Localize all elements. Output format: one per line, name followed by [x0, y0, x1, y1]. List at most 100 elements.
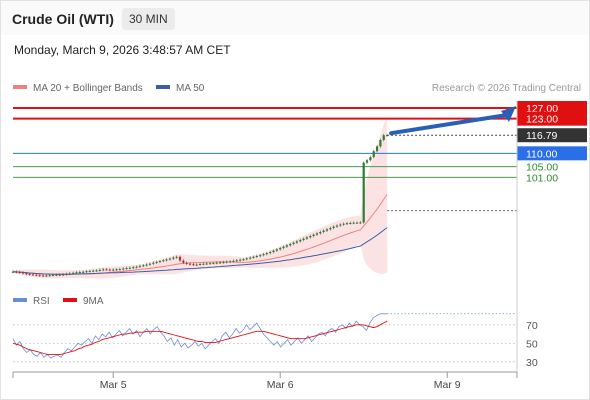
candle-body	[45, 275, 48, 277]
candle-body	[82, 271, 85, 273]
candle-body	[25, 273, 28, 275]
x-axis-ticks: Mar 5 Mar 6 Mar 9	[12, 372, 518, 391]
candles-layer	[11, 133, 389, 278]
candle-body	[142, 265, 145, 267]
candle-body	[329, 228, 332, 230]
candle-body	[92, 270, 95, 272]
candle-body	[41, 275, 45, 277]
level-label-101.00: 101.00	[526, 172, 558, 184]
candle-body	[68, 273, 71, 275]
candle-body	[21, 272, 25, 274]
candle-body	[18, 272, 21, 273]
level-label-116.79: 116.79	[526, 130, 557, 142]
candle-body	[215, 262, 218, 264]
instrument-title: Crude Oil (WTI)	[12, 11, 114, 27]
candle-body	[222, 262, 225, 264]
rsi-tick-label-30: 30	[526, 357, 538, 369]
candle-body	[212, 262, 215, 264]
candle-body	[335, 225, 339, 227]
candle-body	[269, 252, 272, 254]
legend-swatch-rsi	[13, 298, 27, 302]
candle-body	[62, 274, 65, 276]
candle-body	[31, 274, 35, 276]
candle-body	[235, 260, 238, 262]
candle-body	[312, 234, 315, 236]
x-tick-label-1: Mar 6	[267, 379, 294, 391]
candle-body	[239, 259, 242, 261]
candle-body	[78, 272, 81, 273]
candle-body	[218, 262, 222, 264]
bollinger-band-layer	[13, 116, 388, 279]
candle-body	[322, 230, 325, 232]
candle-body	[72, 272, 75, 274]
level-label-110.00: 110.00	[526, 148, 557, 160]
candle-body	[175, 256, 178, 258]
candle-body	[178, 256, 182, 261]
candle-body	[98, 269, 101, 271]
candle-body	[305, 237, 309, 239]
candle-body	[379, 140, 382, 147]
candle-body	[11, 271, 15, 273]
candle-body	[302, 238, 305, 240]
timeframe-button[interactable]: 30 MIN	[122, 8, 175, 30]
level-tag-116.79	[517, 128, 587, 143]
level-tag-127.00	[517, 101, 587, 115]
candle-body	[65, 273, 68, 275]
rsi-line	[12, 313, 388, 359]
candle-body	[325, 229, 329, 231]
candle-body	[272, 250, 275, 252]
candle-body	[382, 135, 385, 140]
x-tick-label-2: Mar 9	[434, 379, 461, 391]
timestamp: Monday, March 9, 2026 3:48:57 AM CET	[14, 43, 231, 57]
candle-body	[115, 269, 118, 271]
copyright-label: Research © 2026 Trading Central	[432, 83, 581, 94]
candle-body	[295, 241, 298, 243]
candle-body	[38, 275, 41, 277]
candle-body	[342, 223, 345, 225]
legend-swatch-ma50	[156, 85, 170, 89]
bollinger-band	[13, 116, 388, 279]
candle-body	[88, 270, 91, 272]
candle-body	[85, 271, 88, 273]
candle-body	[15, 271, 18, 273]
rsi-ma-line	[12, 320, 388, 355]
candle-body	[162, 260, 165, 262]
candle-body	[75, 272, 78, 274]
candle-body	[265, 253, 268, 255]
legend-swatch-9ma	[63, 298, 77, 302]
candle-body	[232, 260, 235, 262]
candle-body	[172, 257, 175, 259]
level-label-123.00: 123.00	[526, 114, 558, 126]
ma50-line	[12, 227, 388, 275]
candle-body	[289, 244, 292, 246]
candle-body	[152, 262, 155, 264]
candle-body	[55, 274, 58, 276]
candle-body	[255, 256, 258, 257]
candle-body	[252, 256, 255, 258]
candle-body	[299, 240, 302, 242]
candle-body	[138, 265, 142, 267]
candle-body	[108, 269, 111, 271]
legend-label-ma20: MA 20 + Bollinger Bands	[33, 83, 143, 94]
candle-body	[202, 263, 205, 265]
candle-body	[168, 258, 172, 260]
candle-body	[349, 222, 352, 224]
price-levels-layer	[13, 107, 517, 212]
level-tag-110.00	[517, 146, 587, 161]
candle-body	[102, 269, 105, 271]
candle-body	[148, 263, 152, 265]
candle-body	[145, 264, 148, 266]
candle-body	[118, 269, 121, 271]
candle-body	[319, 232, 322, 234]
candle-body	[249, 257, 252, 259]
candle-body	[259, 255, 262, 257]
candle-body	[112, 269, 115, 271]
candle-body	[345, 223, 349, 225]
candle-body	[95, 270, 98, 272]
legend-label-9ma: 9MA	[83, 296, 104, 307]
candle-body	[51, 274, 55, 276]
rsi-legend: RSI 9MA	[13, 296, 104, 307]
